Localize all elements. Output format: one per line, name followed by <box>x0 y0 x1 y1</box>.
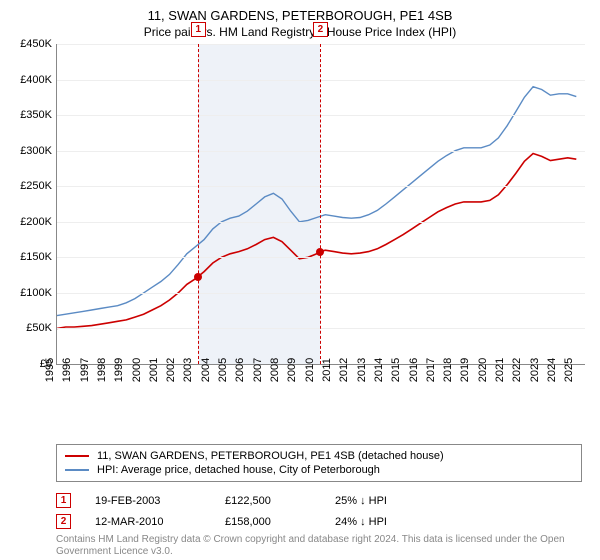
legend-label: HPI: Average price, detached house, City… <box>97 464 380 476</box>
y-tick-label: £450K <box>6 38 52 50</box>
x-tick-label: 2013 <box>356 358 368 382</box>
y-tick-label: £100K <box>6 287 52 299</box>
legend-swatch <box>65 455 89 457</box>
x-tick-label: 2015 <box>390 358 402 382</box>
y-tick-label: £400K <box>6 74 52 86</box>
sale-row: 1 19-FEB-2003£122,50025% ↓ HPI <box>56 490 582 511</box>
y-gridline <box>57 328 585 329</box>
event-marker-box: 2 <box>313 22 328 37</box>
x-tick-label: 2018 <box>442 358 454 382</box>
y-tick-label: £50K <box>6 322 52 334</box>
legend-row: 11, SWAN GARDENS, PETERBOROUGH, PE1 4SB … <box>65 449 573 463</box>
x-tick-label: 2002 <box>165 358 177 382</box>
y-gridline <box>57 115 585 116</box>
y-gridline <box>57 222 585 223</box>
legend-swatch <box>65 469 89 471</box>
sale-price: £158,000 <box>225 516 335 528</box>
event-vline <box>198 44 199 364</box>
legend-label: 11, SWAN GARDENS, PETERBOROUGH, PE1 4SB … <box>97 450 444 462</box>
chart-container: 11, SWAN GARDENS, PETERBOROUGH, PE1 4SB … <box>0 0 600 560</box>
x-tick-label: 2025 <box>563 358 575 382</box>
sale-date: 12-MAR-2010 <box>95 516 225 528</box>
x-tick-label: 1996 <box>61 358 73 382</box>
x-tick-label: 1995 <box>44 358 56 382</box>
sale-dot <box>316 248 324 256</box>
plot-region: 12 <box>56 44 585 365</box>
x-tick-label: 2012 <box>338 358 350 382</box>
x-tick-label: 2007 <box>252 358 264 382</box>
sale-delta: 24% ↓ HPI <box>335 516 455 528</box>
y-gridline <box>57 186 585 187</box>
y-gridline <box>57 151 585 152</box>
y-gridline <box>57 44 585 45</box>
x-tick-label: 2005 <box>217 358 229 382</box>
sales-table: 1 19-FEB-2003£122,50025% ↓ HPI 2 12-MAR-201… <box>56 490 582 532</box>
legend-row: HPI: Average price, detached house, City… <box>65 463 573 477</box>
chart-title: 11, SWAN GARDENS, PETERBOROUGH, PE1 4SB <box>0 0 600 23</box>
x-tick-label: 2004 <box>200 358 212 382</box>
sale-marker-box: 1 <box>56 493 71 508</box>
legend: 11, SWAN GARDENS, PETERBOROUGH, PE1 4SB … <box>56 444 582 482</box>
x-tick-label: 2011 <box>321 358 333 382</box>
sale-marker-box: 2 <box>56 514 71 529</box>
sale-date: 19-FEB-2003 <box>95 495 225 507</box>
chart-subtitle: Price paid vs. HM Land Registry's House … <box>0 23 600 45</box>
sale-price: £122,500 <box>225 495 335 507</box>
x-tick-label: 2010 <box>304 358 316 382</box>
x-tick-label: 2016 <box>408 358 420 382</box>
footer-note: Contains HM Land Registry data © Crown c… <box>56 534 582 558</box>
y-tick-label: £250K <box>6 180 52 192</box>
x-tick-label: 2003 <box>182 358 194 382</box>
x-tick-label: 1999 <box>113 358 125 382</box>
x-tick-label: 2000 <box>131 358 143 382</box>
y-tick-label: £300K <box>6 145 52 157</box>
sale-row: 2 12-MAR-2010£158,00024% ↓ HPI <box>56 511 582 532</box>
x-tick-label: 2014 <box>373 358 385 382</box>
x-tick-label: 1997 <box>79 358 91 382</box>
x-tick-label: 2020 <box>477 358 489 382</box>
x-tick-label: 2006 <box>234 358 246 382</box>
series-svg <box>57 44 585 364</box>
x-tick-label: 2017 <box>425 358 437 382</box>
y-tick-label: £150K <box>6 251 52 263</box>
y-gridline <box>57 257 585 258</box>
x-tick-label: 2023 <box>529 358 541 382</box>
sale-delta: 25% ↓ HPI <box>335 495 455 507</box>
x-tick-label: 2008 <box>269 358 281 382</box>
x-tick-label: 2022 <box>511 358 523 382</box>
series-line <box>57 154 576 329</box>
x-tick-label: 2001 <box>148 358 160 382</box>
event-vline <box>320 44 321 364</box>
x-tick-label: 1998 <box>96 358 108 382</box>
x-tick-label: 2021 <box>494 358 506 382</box>
sale-dot <box>194 273 202 281</box>
y-gridline <box>57 80 585 81</box>
y-tick-label: £350K <box>6 109 52 121</box>
x-tick-label: 2019 <box>459 358 471 382</box>
x-tick-label: 2024 <box>546 358 558 382</box>
series-line <box>57 87 576 316</box>
event-marker-box: 1 <box>191 22 206 37</box>
x-tick-label: 2009 <box>286 358 298 382</box>
y-gridline <box>57 293 585 294</box>
chart-area: 12 £0£50K£100K£150K£200K£250K£300K£350K£… <box>0 44 600 400</box>
y-tick-label: £200K <box>6 216 52 228</box>
